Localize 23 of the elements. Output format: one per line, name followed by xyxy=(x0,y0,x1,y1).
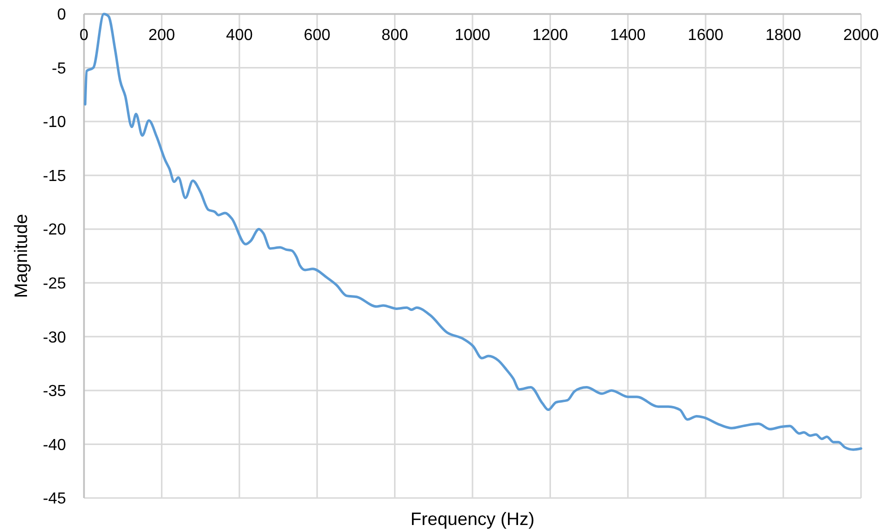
y-axis-title: Magnitude xyxy=(11,214,31,298)
y-tick-label: -35 xyxy=(42,383,66,400)
x-tick-label: 1000 xyxy=(454,27,490,44)
x-tick-label: 1600 xyxy=(688,27,724,44)
y-tick-label: -20 xyxy=(42,222,66,239)
y-tick-label: -10 xyxy=(42,114,66,132)
y-tick-label: -25 xyxy=(42,275,66,292)
y-tick-label: -40 xyxy=(42,436,66,454)
x-tick-label: 200 xyxy=(148,27,176,44)
y-tick-label: -15 xyxy=(42,168,66,185)
x-tick-label: 0 xyxy=(80,27,89,44)
y-tick-label: -45 xyxy=(42,490,66,508)
x-tick-label: 1200 xyxy=(532,27,568,44)
x-axis-title: Frequency (Hz) xyxy=(410,509,535,529)
x-tick-label: 2000 xyxy=(843,27,879,44)
x-tick-label: 1800 xyxy=(766,27,802,44)
y-tick-label: -5 xyxy=(52,60,66,78)
x-tick-label: 1400 xyxy=(610,27,646,44)
x-tick-label: 600 xyxy=(304,27,331,44)
x-tick-label: 800 xyxy=(381,27,408,44)
x-tick-label: 400 xyxy=(226,27,253,44)
y-tick-label: 0 xyxy=(57,6,66,24)
y-tick-label: -30 xyxy=(42,329,66,346)
